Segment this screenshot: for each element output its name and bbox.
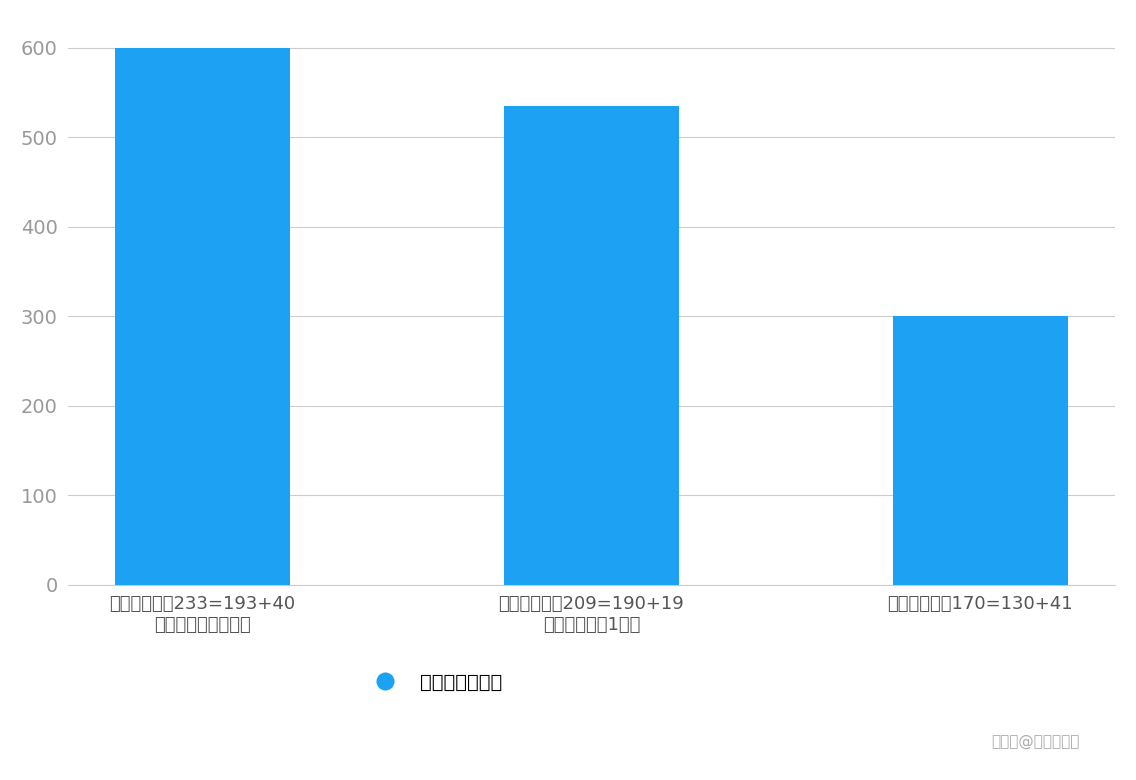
Legend: 攻击力提升对比: 攻击力提升对比 [358,665,510,700]
Bar [893,317,1068,585]
Bar [504,106,679,585]
Text: 米游社@涡轮陈十四: 米游社@涡轮陈十四 [991,734,1079,749]
Bar [115,48,290,585]
